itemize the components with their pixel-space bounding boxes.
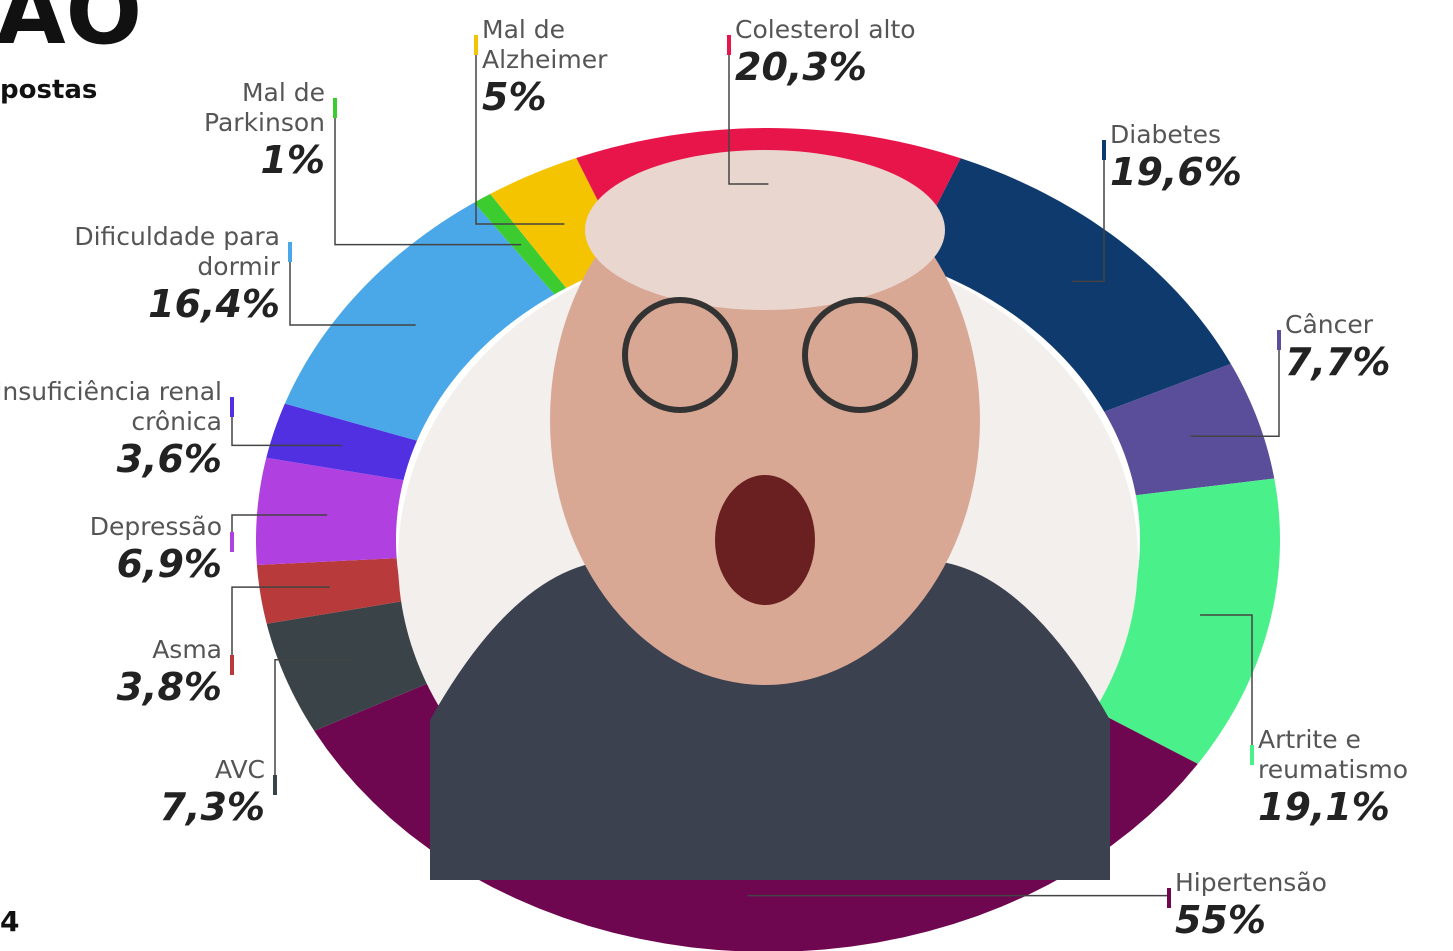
value-label: 19,6% <box>1110 150 1242 194</box>
segment-label: Insuficiência renal crônica 3,6% <box>0 377 222 483</box>
leader-line <box>289 252 416 326</box>
category-name: Diabetes <box>1110 120 1221 149</box>
value-label: 55% <box>1175 898 1266 942</box>
value-label: 19,1% <box>1258 785 1390 829</box>
value-label: 7,7% <box>1285 340 1391 384</box>
segment-label: Depressão 6,9% <box>22 512 222 588</box>
label-swatch <box>288 242 292 262</box>
label-swatch <box>474 35 478 55</box>
footnote: 4 <box>0 905 20 938</box>
value-label: 3,6% <box>116 437 222 481</box>
photo <box>398 150 1138 880</box>
category-name: Colesterol alto <box>735 15 916 44</box>
label-swatch <box>230 532 234 552</box>
category-name: AVC <box>214 755 265 784</box>
label-swatch <box>273 775 277 795</box>
donut-segment <box>907 158 1231 412</box>
category-name: Câncer <box>1285 310 1374 339</box>
donut-segment <box>284 202 555 441</box>
leader-line <box>728 45 769 185</box>
donut-segment <box>490 158 629 289</box>
donut-segment <box>266 601 439 731</box>
category-name: Hipertensão <box>1175 868 1327 897</box>
donut-segment <box>1104 363 1275 496</box>
value-label: 3,8% <box>116 665 222 709</box>
segment-label: Hipertensão 55% <box>1175 868 1395 944</box>
subtitle: postas <box>0 75 98 105</box>
leader-line <box>334 108 522 246</box>
leader-line <box>475 45 565 225</box>
label-swatch <box>1167 888 1171 908</box>
value-label: 6,9% <box>116 542 222 586</box>
category-name: Asma <box>152 635 222 664</box>
leader-line <box>1200 614 1253 755</box>
leader-line <box>1190 340 1280 437</box>
leader-line <box>274 659 352 785</box>
label-swatch <box>230 397 234 417</box>
label-swatch <box>1250 745 1254 765</box>
category-name: Mal de Alzheimer <box>482 15 608 74</box>
donut-segment <box>1080 478 1280 764</box>
segment-label: Diabetes 19,6% <box>1110 120 1310 196</box>
donut-segment <box>256 558 404 624</box>
value-label: 20,3% <box>735 45 867 89</box>
category-name: Depressão <box>89 512 222 541</box>
category-name: Artrite e reumatismo <box>1258 725 1409 784</box>
donut-segment <box>256 457 404 565</box>
category-name: Insuficiência renal crônica <box>0 377 222 436</box>
title: AO <box>0 0 143 65</box>
category-name: Dificuldade para dormir <box>74 222 280 281</box>
segment-label: Asma 3,8% <box>72 635 222 711</box>
label-swatch <box>1102 140 1106 160</box>
label-swatch <box>727 35 731 55</box>
value-label: 5% <box>482 75 547 119</box>
label-swatch <box>1277 330 1281 350</box>
value-label: 1% <box>260 138 325 182</box>
leader-line <box>231 586 330 665</box>
value-label: 16,4% <box>148 282 280 326</box>
segment-label: Mal de Alzheimer 5% <box>482 15 652 121</box>
label-swatch <box>230 655 234 675</box>
segment-label: Colesterol alto 20,3% <box>735 15 995 91</box>
segment-label: Câncer 7,7% <box>1285 310 1435 386</box>
segment-label: Dificuldade para dormir 16,4% <box>60 222 280 328</box>
segment-label: Artrite e reumatismo 19,1% <box>1258 725 1453 831</box>
donut-segment <box>314 678 1198 951</box>
leader-line <box>231 407 342 447</box>
label-swatch <box>333 98 337 118</box>
leader-line <box>1071 150 1105 283</box>
donut-segment <box>266 403 417 481</box>
segment-label: AVC 7,3% <box>115 755 265 831</box>
category-name: Mal de Parkinson <box>204 78 325 137</box>
value-label: 7,3% <box>159 785 265 829</box>
segment-label: Mal de Parkinson 1% <box>155 78 325 184</box>
